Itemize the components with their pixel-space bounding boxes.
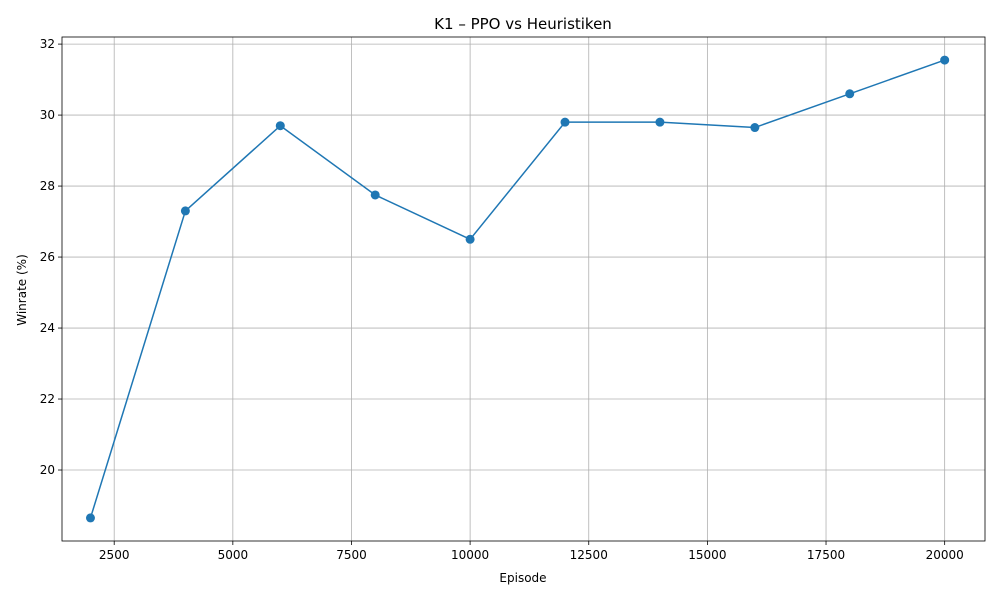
series-layer: [85, 55, 950, 523]
chart-title: K1 – PPO vs Heuristiken: [434, 15, 612, 33]
data-point: [370, 190, 380, 200]
data-point: [940, 55, 950, 65]
series-line: [89, 59, 945, 519]
data-point: [275, 121, 285, 131]
x-axis-label: Episode: [499, 571, 546, 585]
x-tick-label: 17500: [807, 548, 845, 562]
grid-lines: [62, 37, 985, 541]
x-axis-ticks: 2500 5000 7500 10000 12500 15000 17500 20000: [99, 541, 964, 562]
x-tick-label: 7500: [336, 548, 367, 562]
data-point: [655, 117, 665, 127]
x-tick-label: 5000: [218, 548, 249, 562]
y-tick-label: 26: [40, 250, 55, 264]
x-tick-label: 15000: [688, 548, 726, 562]
x-tick-label: 2500: [99, 548, 130, 562]
y-tick-label: 20: [40, 463, 55, 477]
y-tick-label: 22: [40, 392, 55, 406]
data-point: [85, 513, 95, 523]
data-point: [560, 117, 570, 127]
y-axis-label: Winrate (%): [15, 254, 29, 326]
y-tick-label: 24: [40, 321, 55, 335]
data-point: [465, 234, 475, 244]
x-tick-label: 12500: [570, 548, 608, 562]
data-point: [845, 89, 855, 99]
y-tick-label: 30: [40, 108, 55, 122]
plot-area-border: [61, 36, 986, 542]
y-tick-label: 32: [40, 37, 55, 51]
data-point: [750, 123, 760, 133]
x-tick-label: 20000: [926, 548, 964, 562]
x-tick-label: 10000: [451, 548, 489, 562]
y-axis-ticks: 20 22 24 26 28 30 32: [40, 37, 62, 477]
axes-frame: [61, 36, 986, 542]
y-tick-label: 28: [40, 179, 55, 193]
data-point: [180, 206, 190, 216]
